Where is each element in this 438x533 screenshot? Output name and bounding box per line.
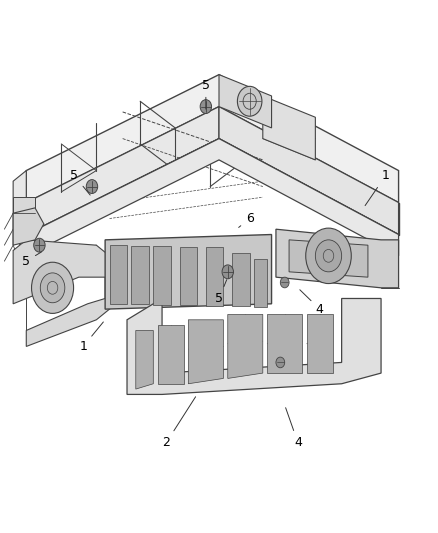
- Text: 6: 6: [239, 212, 254, 228]
- Text: 1: 1: [365, 169, 389, 206]
- Polygon shape: [13, 208, 44, 245]
- Polygon shape: [219, 107, 399, 235]
- Polygon shape: [105, 235, 272, 309]
- Text: 2: 2: [162, 397, 196, 449]
- Polygon shape: [307, 314, 333, 373]
- Polygon shape: [127, 298, 381, 394]
- Circle shape: [34, 238, 45, 252]
- Circle shape: [200, 100, 212, 114]
- Polygon shape: [180, 247, 197, 305]
- Text: 4: 4: [300, 290, 324, 316]
- Circle shape: [40, 273, 65, 303]
- Polygon shape: [267, 314, 302, 373]
- Text: 1: 1: [79, 322, 103, 353]
- Polygon shape: [219, 75, 272, 128]
- Polygon shape: [13, 240, 123, 346]
- Polygon shape: [228, 314, 263, 378]
- Circle shape: [237, 86, 262, 116]
- Text: 5: 5: [202, 79, 210, 109]
- Polygon shape: [131, 246, 149, 304]
- Polygon shape: [110, 245, 127, 304]
- Polygon shape: [158, 325, 184, 384]
- Polygon shape: [263, 96, 315, 160]
- Text: 4: 4: [286, 408, 302, 449]
- Circle shape: [315, 240, 342, 272]
- Text: 5: 5: [71, 169, 90, 195]
- Circle shape: [276, 357, 285, 368]
- Polygon shape: [136, 330, 153, 389]
- Polygon shape: [254, 259, 267, 307]
- Circle shape: [306, 228, 351, 284]
- Polygon shape: [206, 247, 223, 306]
- Circle shape: [280, 277, 289, 288]
- Polygon shape: [153, 246, 171, 305]
- Polygon shape: [276, 229, 399, 288]
- Circle shape: [86, 180, 98, 193]
- Polygon shape: [13, 171, 26, 245]
- Text: 5: 5: [22, 252, 42, 268]
- Text: 5: 5: [215, 280, 227, 305]
- Polygon shape: [13, 197, 35, 229]
- Polygon shape: [188, 320, 223, 384]
- Polygon shape: [26, 139, 399, 256]
- Polygon shape: [289, 240, 368, 277]
- Polygon shape: [232, 253, 250, 306]
- Circle shape: [32, 262, 74, 313]
- Circle shape: [222, 265, 233, 279]
- Polygon shape: [26, 75, 399, 203]
- Polygon shape: [26, 107, 219, 235]
